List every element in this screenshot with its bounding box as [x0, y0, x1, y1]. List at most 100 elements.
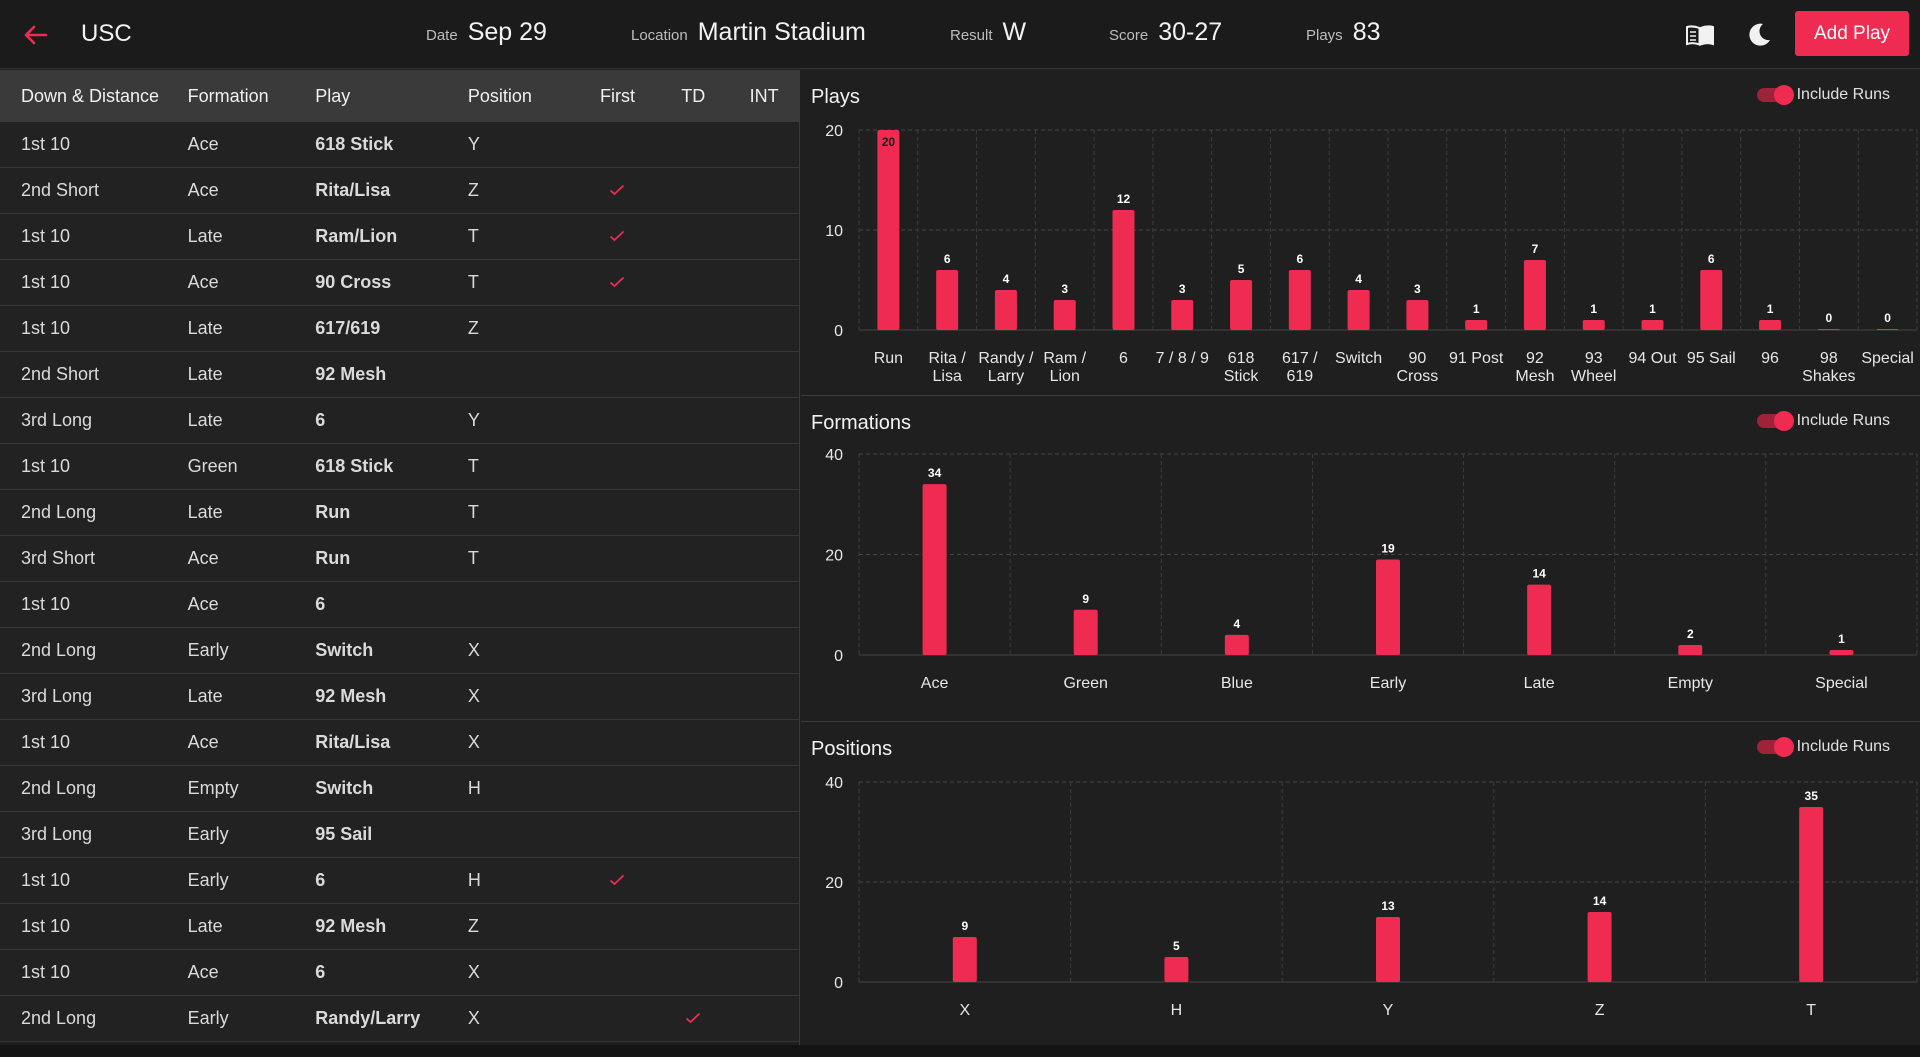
data-label: 2 — [1687, 627, 1694, 641]
column-header-td[interactable]: TD — [681, 85, 706, 106]
book-icon[interactable] — [1684, 19, 1716, 51]
table-row[interactable]: 1st 10 Green 618 Stick T — [0, 444, 799, 490]
data-label: 1 — [1590, 302, 1597, 316]
moon-icon[interactable] — [1743, 19, 1775, 51]
chart-bar — [1164, 957, 1189, 982]
td-cell — [657, 1008, 729, 1029]
table-row[interactable]: 1st 10 Ace Rita/Lisa X — [0, 720, 799, 766]
position-cell: Y — [467, 410, 480, 430]
data-label: 3 — [1061, 282, 1068, 296]
plays-label: Plays — [1306, 27, 1343, 44]
play-cell: Run — [315, 548, 351, 568]
table-row[interactable]: 2nd Short Ace Rita/Lisa Z — [0, 168, 799, 214]
x-tick-label-line: Shakes — [1802, 368, 1855, 385]
chart-bar — [1073, 609, 1098, 655]
table-row[interactable]: 1st 10 Ace 618 Stick Y — [0, 122, 799, 168]
chart-bar — [1587, 912, 1612, 982]
column-header-int[interactable]: INT — [749, 85, 779, 106]
x-tick-label-line: Lisa — [932, 368, 961, 385]
toggle-switch[interactable] — [1756, 85, 1794, 105]
chart-bar — [936, 270, 959, 330]
table-row[interactable]: 2nd Long Empty Switch H — [0, 766, 799, 812]
data-label: 7 — [1532, 242, 1539, 256]
table-row[interactable]: 3rd Long Late 92 Mesh X — [0, 674, 799, 720]
check-icon — [610, 230, 625, 242]
chart-bar — [952, 937, 977, 982]
formation-cell: Late — [187, 502, 223, 522]
chart-bar — [1817, 329, 1840, 330]
x-tick-label: 618 Stick — [1224, 350, 1260, 385]
down-distance-cell: 2nd Long — [21, 502, 97, 522]
data-label: 6 — [1708, 252, 1715, 266]
table-row[interactable]: 3rd Long Late 6 Y — [0, 398, 799, 444]
plays-table: Down & Distance Formation Play Position … — [0, 70, 800, 1045]
play-cell: 618 Stick — [315, 134, 394, 154]
play-cell: 92 Mesh — [315, 916, 387, 936]
x-tick-label-line: 617 / — [1282, 350, 1318, 367]
x-tick-label: Randy / Larry — [978, 350, 1034, 385]
table-row[interactable]: 1st 10 Late 92 Mesh Z — [0, 904, 799, 950]
table-row[interactable]: 1st 10 Ace 6 X — [0, 950, 799, 996]
y-tick-label: 20 — [825, 875, 843, 892]
x-tick-label-line: 93 — [1585, 350, 1603, 367]
chart-bar — [1376, 559, 1400, 655]
table-row[interactable]: 1st 10 Late Ram/Lion T — [0, 214, 799, 260]
table-row[interactable]: 2nd Long Early Switch X — [0, 628, 799, 674]
column-header-down-distance[interactable]: Down & Distance — [21, 85, 160, 106]
include-runs-toggle-plays[interactable]: Include Runs — [1756, 85, 1890, 105]
table-row[interactable]: 3rd Long Early 95 Sail — [0, 812, 799, 858]
data-label: 14 — [1593, 894, 1607, 908]
include-runs-toggle-positions[interactable]: Include Runs — [1756, 737, 1890, 757]
x-tick-label-line: 94 Out — [1628, 350, 1677, 367]
column-header-play[interactable]: Play — [315, 85, 351, 106]
chart-bar — [1465, 320, 1488, 330]
table-row[interactable]: 1st 10 Late 617/619 Z — [0, 306, 799, 352]
play-cell: Run — [315, 502, 351, 522]
toggle-switch[interactable] — [1756, 737, 1794, 757]
play-cell: 6 — [315, 410, 326, 430]
chart-bar — [1347, 290, 1370, 330]
score-field: Score 30-27 — [1109, 18, 1222, 47]
column-header-first[interactable]: First — [599, 85, 635, 106]
x-tick-label-line: 91 Post — [1449, 350, 1504, 367]
x-tick-label: Empty — [1668, 675, 1713, 692]
first-cell — [578, 272, 658, 293]
y-tick-label: 0 — [834, 323, 843, 340]
table-row[interactable]: 2nd Long Early Randy/Larry X — [0, 996, 799, 1042]
table-row[interactable]: 1st 10 Early 6 H — [0, 858, 799, 904]
y-tick-label: 40 — [825, 775, 843, 792]
data-label: 19 — [1381, 542, 1395, 556]
formation-cell: Early — [187, 640, 229, 660]
arrow-left-icon[interactable] — [20, 20, 50, 50]
down-distance-cell: 2nd Long — [21, 1008, 97, 1028]
formation-cell: Ace — [187, 180, 219, 200]
formation-cell: Ace — [187, 134, 219, 154]
position-cell: T — [467, 226, 479, 246]
column-header-position[interactable]: Position — [467, 85, 532, 106]
toggle-switch[interactable] — [1756, 411, 1794, 431]
include-runs-toggle-formations[interactable]: Include Runs — [1756, 411, 1890, 431]
x-tick-label: X — [959, 1002, 970, 1019]
x-tick-label-line: T — [1806, 1002, 1816, 1019]
table-row[interactable]: 3rd Short Ace Run T — [0, 536, 799, 582]
x-tick-label-line: Mesh — [1515, 368, 1554, 385]
column-header-formation[interactable]: Formation — [187, 85, 269, 106]
position-cell: T — [467, 272, 479, 292]
x-tick-label-line: 6 — [1119, 350, 1128, 367]
x-tick-label: Z — [1595, 1002, 1605, 1019]
x-tick-label: Blue — [1221, 675, 1253, 692]
date-label: Date — [426, 27, 458, 44]
play-cell: 6 — [315, 870, 326, 890]
chart-bar — [877, 130, 900, 330]
x-tick-label: T — [1806, 1002, 1816, 1019]
x-tick-label: 94 Out — [1628, 350, 1677, 367]
table-row[interactable]: 1st 10 Ace 90 Cross T — [0, 260, 799, 306]
add-play-button[interactable]: Add Play — [1795, 11, 1909, 56]
x-tick-label: Special — [1815, 675, 1867, 692]
x-tick-label: Green — [1063, 675, 1107, 692]
table-row[interactable]: 2nd Short Late 92 Mesh — [0, 352, 799, 398]
table-row[interactable]: 2nd Long Late Run T — [0, 490, 799, 536]
table-row[interactable]: 1st 10 Ace 6 — [0, 582, 799, 628]
chart-bar — [1700, 270, 1723, 330]
